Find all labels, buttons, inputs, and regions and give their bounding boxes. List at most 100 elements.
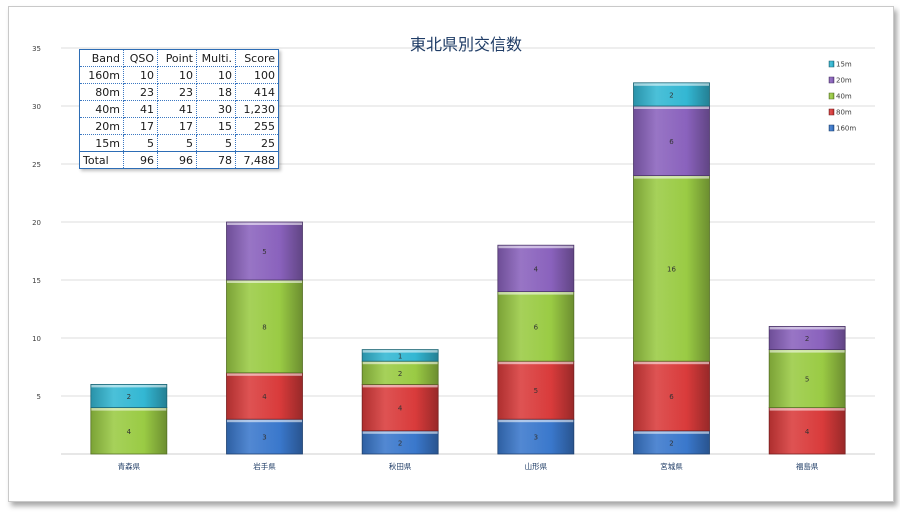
bar-segment-highlight <box>362 384 438 388</box>
x-tick-label: 秋田県 <box>389 461 412 471</box>
table-cell: 96 <box>123 151 158 169</box>
table-row: 40m 41 41 30 1,230 <box>79 100 279 118</box>
table-cell: 5 <box>123 134 158 152</box>
table-cell: 40m <box>79 100 124 118</box>
legend-label: 40m <box>836 93 852 101</box>
table-header-multi: Multi. <box>196 49 236 67</box>
y-tick-label: 5 <box>37 393 41 401</box>
table-cell: 17 <box>123 117 158 135</box>
y-tick-label: 20 <box>32 219 41 227</box>
data-label: 4 <box>534 265 539 273</box>
bar-segment-highlight <box>769 326 845 330</box>
bar-segment-highlight <box>634 176 709 179</box>
bar-segment-highlight <box>227 222 302 225</box>
bar-segment-80m <box>361 383 439 432</box>
table-cell: 10 <box>157 66 197 84</box>
table-cell: 20m <box>79 117 124 135</box>
bar-segment-highlight <box>362 431 438 434</box>
bar-segment-160m <box>226 418 303 455</box>
data-label: 16 <box>667 265 676 273</box>
legend-item-160m: 160m <box>828 125 856 133</box>
table-cell: 7,488 <box>235 151 279 169</box>
legend-swatch <box>828 92 835 100</box>
legend-swatch <box>828 60 835 68</box>
table-cell: 17 <box>157 117 197 135</box>
table-cell: 41 <box>157 100 197 118</box>
data-label: 5 <box>534 387 538 395</box>
data-label: 3 <box>534 434 538 442</box>
legend-item-40m: 40m <box>828 92 852 101</box>
table-row: 15m 5 5 5 25 <box>79 134 279 152</box>
y-tick-label: 30 <box>32 103 41 111</box>
table-row: 80m 23 23 18 414 <box>79 83 279 101</box>
y-tick-label: 15 <box>32 277 41 285</box>
legend-swatch <box>828 76 835 84</box>
table-total-row: Total 96 96 78 7,488 <box>79 151 279 169</box>
data-label: 3 <box>262 434 266 442</box>
bar-segment-15m <box>633 82 710 107</box>
y-tick-label: 35 <box>32 45 41 53</box>
table-cell: Total <box>79 151 124 169</box>
x-tick-label: 宮城県 <box>660 461 683 471</box>
table-cell: 41 <box>123 100 158 118</box>
bar-segment-40m <box>768 349 846 409</box>
table-cell: 15 <box>196 117 236 135</box>
bar-segment-highlight <box>91 408 167 411</box>
bar-segment-highlight <box>498 292 574 295</box>
bar-segment-20m <box>768 325 846 350</box>
bar-segment-highlight <box>634 431 709 434</box>
table-cell: 96 <box>157 151 197 169</box>
table-cell: 23 <box>123 83 158 101</box>
table-cell: 100 <box>235 66 279 84</box>
data-label: 6 <box>669 393 674 401</box>
bar-segment-highlight <box>498 245 574 249</box>
data-label: 2 <box>669 91 673 99</box>
table-cell: 255 <box>235 117 279 135</box>
legend-item-20m: 20m <box>828 76 852 85</box>
x-tick-label: 山形県 <box>525 461 548 471</box>
table-header-band: Band <box>79 49 124 67</box>
table-cell: 414 <box>235 83 279 101</box>
bar-segment-highlight <box>498 361 574 365</box>
data-label: 6 <box>669 138 674 146</box>
bar-segment-highlight <box>769 350 845 353</box>
table-cell: 15m <box>79 134 124 152</box>
data-label: 5 <box>805 376 809 384</box>
bar-segment-highlight <box>634 83 709 86</box>
legend-item-80m: 80m <box>828 108 852 117</box>
bar-segment-80m <box>768 407 846 455</box>
data-label: 1 <box>398 352 402 360</box>
legend-swatch <box>828 108 835 116</box>
bar-segment-highlight <box>498 419 574 423</box>
data-label: 2 <box>127 393 131 401</box>
chart-title: 東北県別交信数 <box>410 35 522 54</box>
data-label: 2 <box>669 439 673 447</box>
table-header-point: Point <box>157 49 197 67</box>
x-tick-label: 青森県 <box>118 461 141 471</box>
legend-label: 80m <box>836 109 852 117</box>
bar-segment-highlight <box>634 361 709 365</box>
x-tick-label: 福島県 <box>796 461 819 471</box>
bar-segment-highlight <box>769 408 845 411</box>
table-cell: 5 <box>157 134 197 152</box>
data-label: 2 <box>805 335 809 343</box>
data-label: 4 <box>127 428 132 436</box>
data-label: 6 <box>534 323 539 331</box>
table-header-score: Score <box>235 49 279 67</box>
table-cell: 10 <box>196 66 236 84</box>
table-cell: 5 <box>196 134 236 152</box>
bar-segment-80m <box>633 360 710 432</box>
bar-segment-highlight <box>362 350 438 353</box>
table-cell: 30 <box>196 100 236 118</box>
bar-segment-20m <box>226 221 303 281</box>
bar-segment-40m <box>90 407 168 455</box>
y-tick-label: 25 <box>32 161 41 169</box>
x-tick-label: 岩手県 <box>253 461 276 471</box>
bar-segment-40m <box>226 279 303 374</box>
bar-segment-80m <box>497 360 575 420</box>
data-label: 4 <box>262 393 267 401</box>
table-header-row: Band QSO Point Multi. Score <box>79 49 279 67</box>
